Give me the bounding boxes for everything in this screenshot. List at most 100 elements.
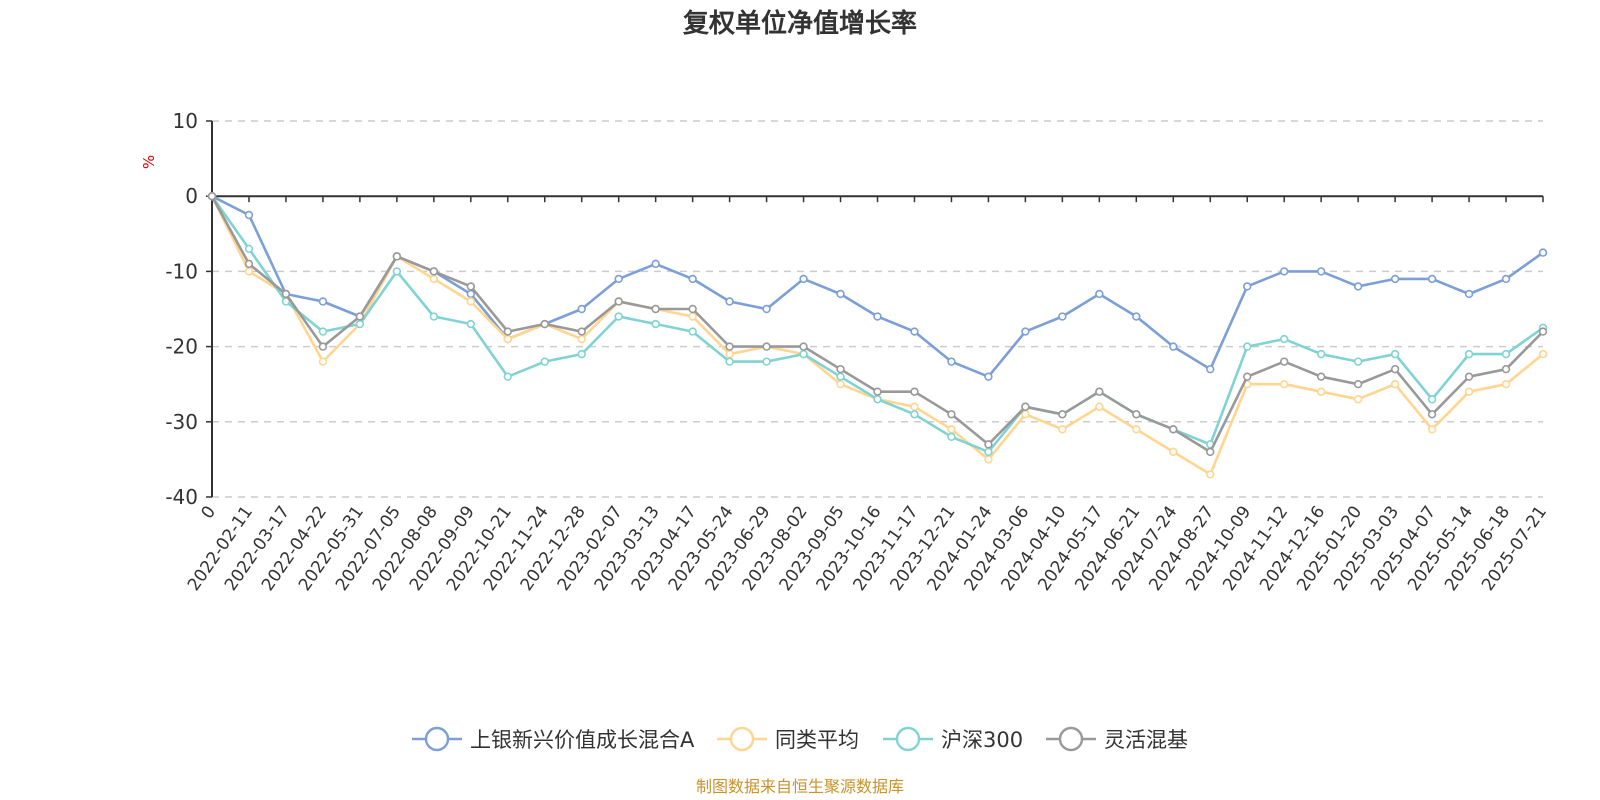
data-point: [1279, 267, 1289, 276]
series-line: [210, 194, 1545, 476]
data-point: [1132, 410, 1141, 419]
data-point: [207, 192, 217, 201]
series-lines: [207, 192, 1548, 479]
data-point: [947, 425, 956, 434]
data-point: [355, 312, 365, 321]
data-point: [392, 252, 402, 261]
data-point: [1353, 357, 1363, 366]
data-point: [1427, 425, 1437, 434]
data-point: [540, 319, 549, 329]
data-point: [1058, 410, 1067, 419]
data-point: [1390, 349, 1400, 359]
y-axis-unit-label: %: [140, 155, 158, 169]
y-tick-label: -20: [165, 335, 198, 359]
data-point: [762, 357, 771, 366]
legend-item-0[interactable]: 上银新兴价值成长混合A: [412, 726, 695, 752]
data-point: [1279, 380, 1289, 389]
data-point: [725, 297, 734, 306]
data-point: [1464, 349, 1474, 359]
data-point: [1353, 380, 1363, 389]
x-tick-label: 0: [198, 502, 221, 522]
data-point: [1316, 387, 1326, 396]
data-point: [651, 304, 660, 314]
data-point: [355, 319, 365, 329]
data-point: [577, 304, 586, 314]
series-2: [207, 192, 1548, 457]
data-point: [651, 259, 660, 269]
data-point: [1538, 248, 1548, 257]
data-point: [910, 387, 919, 396]
legend: 上银新兴价值成长混合A 同类平均 沪深300 灵活混基: [412, 726, 1188, 752]
data-point: [688, 304, 697, 314]
data-point: [799, 274, 808, 284]
data-point: [1206, 447, 1215, 457]
data-point: [577, 349, 586, 359]
data-point: [762, 342, 771, 351]
data-point: [244, 244, 254, 254]
data-point: [1390, 380, 1400, 389]
data-point: [725, 342, 734, 351]
y-tick-label: -10: [165, 259, 198, 283]
data-point: [1279, 334, 1289, 344]
data-point: [836, 380, 845, 389]
data-point: [1021, 327, 1030, 336]
legend-item-3[interactable]: 灵活混基: [1046, 726, 1188, 752]
data-point: [799, 349, 808, 359]
data-point: [318, 357, 328, 366]
data-point: [614, 297, 623, 306]
data-point: [1058, 312, 1067, 321]
data-point: [318, 327, 328, 336]
series-3: [207, 192, 1548, 457]
data-point: [984, 447, 993, 457]
data-point: [577, 327, 586, 336]
data-point: [1169, 342, 1178, 351]
data-point: [503, 327, 512, 336]
data-point: [392, 267, 402, 276]
data-point: [244, 210, 254, 220]
grid-lines: [212, 120, 1543, 498]
series-1: [207, 192, 1548, 479]
data-point: [1501, 364, 1511, 374]
data-point: [244, 267, 254, 276]
data-point: [577, 334, 586, 344]
data-point: [1206, 470, 1215, 479]
data-point: [1427, 410, 1437, 419]
data-point: [503, 334, 512, 344]
data-point: [1243, 282, 1252, 291]
data-point: [1316, 267, 1326, 276]
data-point: [984, 455, 993, 464]
data-point: [429, 274, 439, 284]
legend-label: 同类平均: [775, 728, 859, 752]
data-point: [1464, 387, 1474, 396]
data-point: [1390, 274, 1400, 284]
data-point: [836, 364, 845, 374]
data-point: [466, 319, 476, 329]
data-point: [614, 312, 623, 321]
data-point: [466, 297, 476, 306]
data-point: [1501, 349, 1511, 359]
data-point: [910, 327, 919, 336]
y-tick-label: -40: [165, 485, 198, 509]
data-point: [1316, 372, 1326, 381]
data-point: [836, 372, 845, 381]
legend-label: 上银新兴价值成长混合A: [470, 728, 695, 752]
legend-item-1[interactable]: 同类平均: [717, 726, 859, 752]
data-point: [1353, 395, 1363, 404]
series-line: [210, 194, 1545, 454]
data-point: [1316, 349, 1326, 359]
legend-label: 沪深300: [941, 728, 1023, 752]
data-point: [1390, 364, 1400, 374]
data-point: [947, 432, 956, 442]
data-point: [318, 342, 328, 351]
data-point: [947, 357, 956, 366]
data-point: [503, 372, 512, 381]
data-point: [1538, 349, 1548, 359]
data-point: [1021, 410, 1030, 419]
legend-item-2[interactable]: 沪深300: [883, 726, 1023, 752]
data-point: [1353, 282, 1363, 291]
data-point: [1095, 402, 1104, 411]
data-source-note: 制图数据来自恒生聚源数据库: [696, 777, 904, 796]
data-point: [799, 342, 808, 351]
data-point: [873, 387, 882, 396]
